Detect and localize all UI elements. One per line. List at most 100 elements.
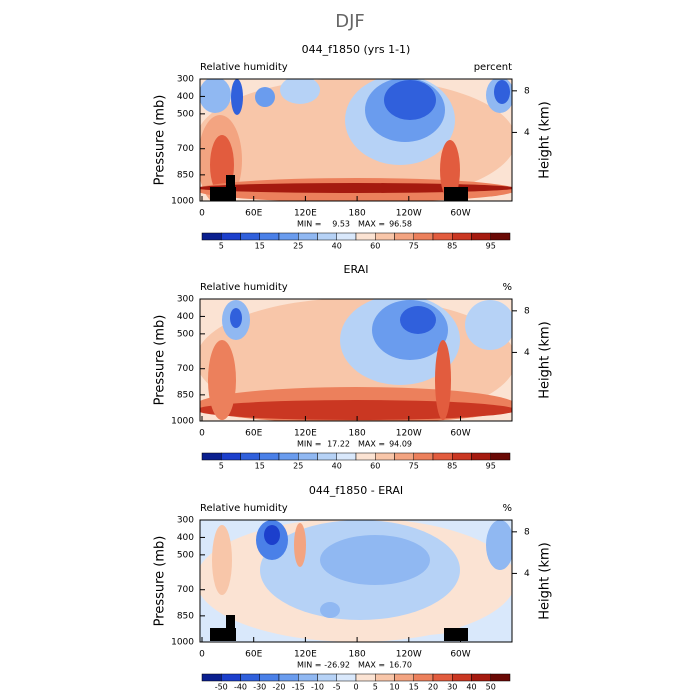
x-tick-label: 180 — [349, 650, 366, 660]
left-label: Relative humidity — [200, 503, 288, 514]
contour-field — [200, 520, 512, 642]
colorbar-box — [375, 673, 395, 682]
y2-axis-label: Height (km) — [538, 321, 553, 398]
x-tick-label: 120W — [396, 209, 422, 219]
right-label: % — [502, 282, 512, 293]
max-label: MAX = — [358, 440, 385, 449]
contour-field — [200, 299, 512, 421]
y-tick-label: 700 — [177, 364, 194, 374]
colorbar-box — [355, 232, 376, 241]
terrain — [226, 615, 235, 628]
colorbar-box — [317, 673, 337, 682]
x-tick-label: 60E — [245, 650, 262, 660]
colorbar-box — [375, 452, 395, 461]
panel-title: ERAI — [344, 263, 369, 276]
contour-region — [320, 535, 430, 585]
colorbar-box — [490, 232, 511, 241]
y-tick-label: 300 — [177, 75, 194, 85]
contour-region — [465, 300, 512, 350]
x-tick-label: 60W — [450, 429, 470, 439]
colorbar-box — [452, 673, 472, 682]
contour-region — [440, 140, 460, 200]
colorbar-box — [336, 452, 357, 461]
min-value: 17.22 — [327, 440, 350, 449]
contour-region — [200, 183, 512, 193]
colorbar-box — [375, 232, 395, 241]
max-value: 16.70 — [389, 661, 412, 670]
contour-region — [435, 340, 451, 420]
contour-region — [486, 520, 512, 570]
colorbar-label: 40 — [466, 683, 476, 692]
colorbar-box — [413, 452, 434, 461]
colorbar-label: 20 — [428, 683, 438, 692]
y-tick-label: 400 — [177, 312, 194, 322]
colorbar-label: 30 — [447, 683, 457, 692]
contour-region — [200, 79, 231, 113]
colorbar-box — [394, 452, 414, 461]
contour-region — [294, 523, 306, 567]
left-label: Relative humidity — [200, 282, 288, 293]
colorbar-label: 75 — [409, 242, 419, 251]
x-tick-label: 0 — [199, 209, 205, 219]
y-tick-label: 1000 — [171, 417, 194, 427]
colorbar-label: 40 — [332, 242, 342, 251]
figure-title: DJF — [335, 11, 365, 32]
x-tick-label: 0 — [199, 429, 205, 439]
y-tick-label: 300 — [177, 516, 194, 526]
colorbar-box — [432, 452, 453, 461]
y-tick-label: 500 — [177, 109, 194, 119]
contour-region — [208, 340, 236, 420]
colorbar-label: 5 — [373, 683, 378, 692]
y-tick-label: 700 — [177, 144, 194, 154]
colorbar-box — [452, 232, 472, 241]
right-label: % — [502, 503, 512, 514]
min-value: 9.53 — [332, 220, 350, 229]
y2-axis-label: Height (km) — [538, 542, 553, 619]
colorbar-box — [201, 232, 222, 241]
min-label: MIN = — [297, 661, 322, 670]
colorbar-box — [259, 673, 280, 682]
colorbar-box — [259, 232, 280, 241]
colorbar-box — [278, 673, 299, 682]
contour-region — [230, 308, 242, 328]
colorbar-box — [394, 232, 414, 241]
x-tick-label: 120W — [396, 429, 422, 439]
colorbar-box — [259, 452, 280, 461]
colorbar-box — [221, 232, 241, 241]
colorbar-box — [221, 673, 241, 682]
max-value: 96.58 — [389, 220, 412, 229]
colorbar-label: 15 — [409, 683, 419, 692]
y-tick-label: 850 — [177, 390, 194, 400]
panel-title: 044_f1850 (yrs 1-1) — [302, 43, 411, 56]
colorbar-label: 15 — [255, 242, 265, 251]
colorbar-box — [240, 232, 260, 241]
colorbar-label: -20 — [272, 683, 285, 692]
colorbar-label: -40 — [234, 683, 247, 692]
x-tick-label: 180 — [349, 209, 366, 219]
x-tick-label: 60W — [450, 650, 470, 660]
colorbar-box — [452, 452, 472, 461]
colorbar-label: 95 — [486, 462, 496, 471]
colorbar-box — [298, 452, 318, 461]
colorbar-label: 60 — [370, 242, 380, 251]
colorbar-box — [432, 232, 453, 241]
min-label: MIN = — [297, 220, 322, 229]
x-tick-label: 120E — [294, 429, 317, 439]
terrain — [444, 187, 468, 201]
colorbar-label: 5 — [219, 462, 224, 471]
colorbar-box — [221, 452, 241, 461]
y-tick-label: 700 — [177, 585, 194, 595]
min-label: MIN = — [297, 440, 322, 449]
y-axis-label: Pressure (mb) — [153, 95, 168, 186]
y-tick-label: 500 — [177, 329, 194, 339]
colorbar-box — [413, 673, 434, 682]
colorbar-label: -5 — [333, 683, 341, 692]
contour-field — [200, 79, 512, 201]
colorbar-label: -10 — [311, 683, 324, 692]
min-value: -26.92 — [324, 661, 350, 670]
y2-tick-label: 8 — [524, 527, 530, 537]
colorbar-label: 85 — [447, 242, 457, 251]
colorbar-box — [240, 452, 260, 461]
